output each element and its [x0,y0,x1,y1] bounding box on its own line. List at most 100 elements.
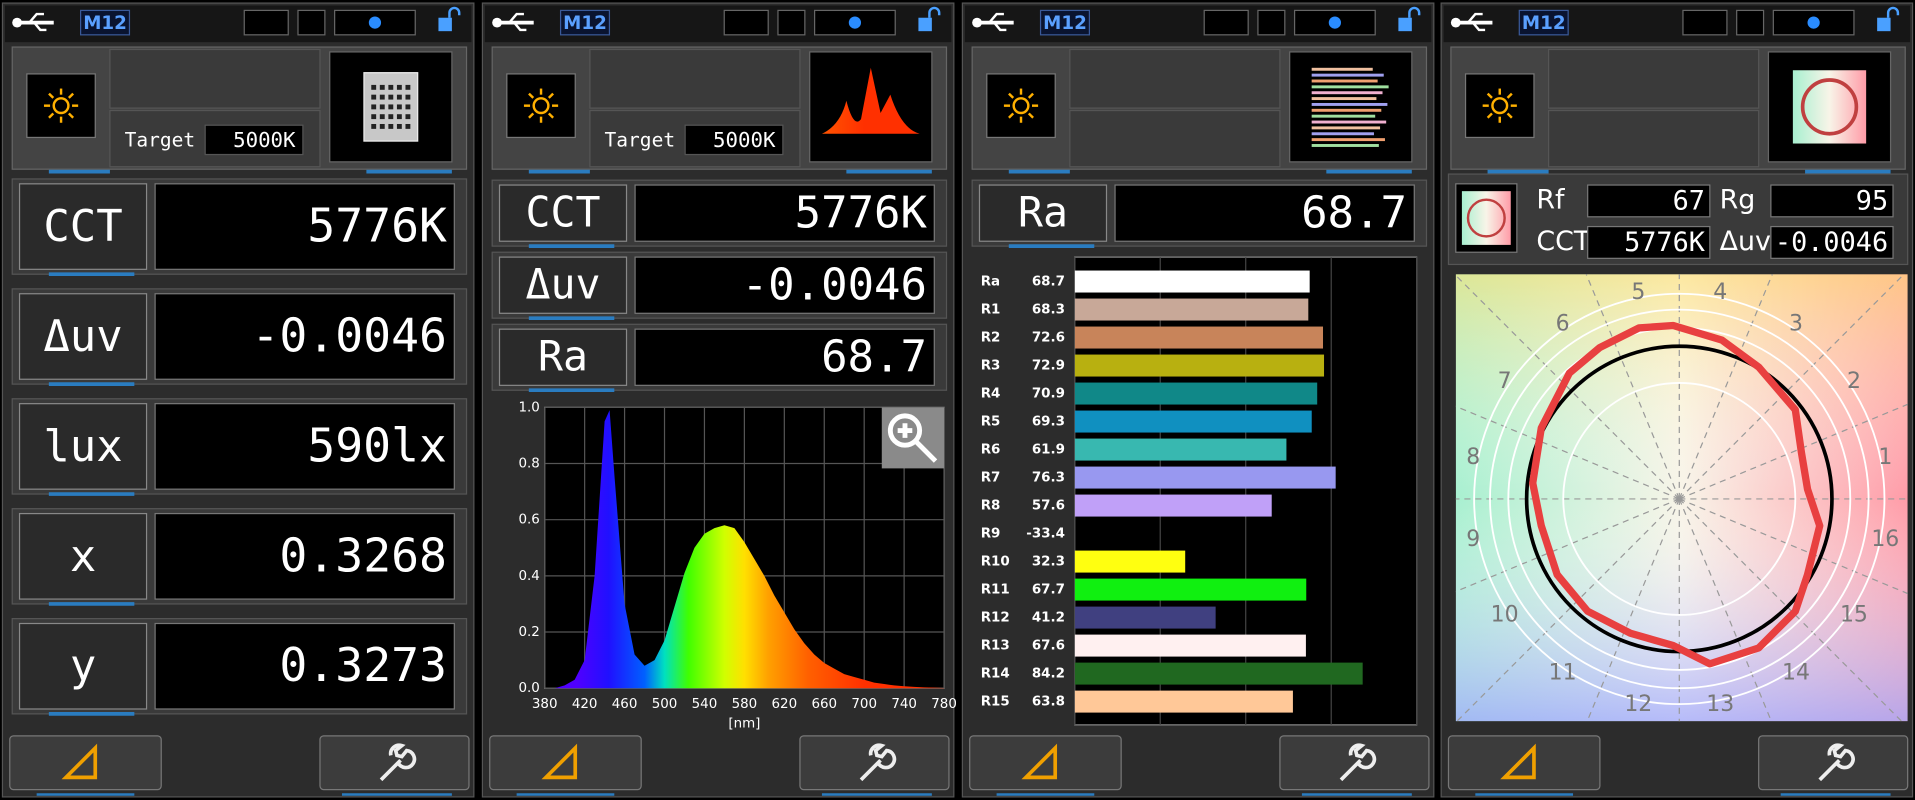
cri-value: 61.9 [1032,443,1065,458]
hue-bin-label: 13 [1706,692,1734,717]
target-value: 5000K [233,128,296,152]
row-label-box [18,183,148,270]
hue-bin-label: 15 [1840,603,1868,628]
row-label: Δuv [526,260,601,309]
bars-icon [1311,85,1389,89]
settings-button [1758,735,1909,791]
hue-bin-label: 2 [1847,369,1861,394]
cri-name: R8 [981,499,1001,514]
target-label: Target [605,129,676,152]
model-label: M12 [1043,13,1087,34]
sun-ray [1008,92,1015,99]
bars-icon [1311,97,1377,101]
bin-divider [1678,274,1905,500]
tile-dot [388,84,394,90]
status-dot [1807,16,1820,29]
tm30-value: -0.0046 [1775,227,1888,258]
cri-bar [1074,438,1287,461]
y-tick-label: 0.8 [518,457,539,472]
row-value-box [634,328,935,386]
status-box [297,9,326,36]
row-value: 5776K [795,188,928,239]
target-box [204,124,304,156]
tm30-label: Δuv [1720,226,1771,257]
row-label-box [18,293,148,380]
tile-dot [396,104,402,110]
sun-ray [1486,112,1493,119]
cri-bar [1074,494,1272,517]
settings-button [799,735,950,791]
cri-name: R9 [981,527,1001,542]
status-box [723,9,769,36]
cri-name: R14 [981,667,1010,682]
lock-icon [1886,6,1900,18]
header-field [1069,48,1281,109]
bin-divider [1585,274,1680,500]
sun-ray [1486,92,1493,99]
sun-ray [1027,92,1034,99]
lock-icon [1398,17,1412,32]
sun-ray [1506,92,1513,99]
y-tick-label: 0.6 [518,513,539,528]
status-box [1736,9,1765,36]
hue-bin-label: 9 [1466,527,1480,552]
tm30-value: 67 [1673,186,1705,217]
row-value: -0.0046 [742,260,927,311]
row-label: x [70,531,96,582]
tm30-box [1587,184,1711,218]
cri-value: 67.6 [1032,639,1065,654]
bars-icon [1311,73,1384,77]
graph-button-icon [1021,743,1058,780]
hue-bin-label: 7 [1498,369,1512,394]
tm30-box [1770,225,1894,259]
usb-icon [12,17,22,28]
row-label: CCT [526,188,601,237]
bars-icon [1311,67,1373,71]
bars-icon [1311,108,1382,112]
bin-divider [1679,498,1908,595]
row-value: -0.0046 [251,308,447,362]
y-tick-label: 1.0 [518,400,539,415]
model-box [1039,9,1091,36]
cri-value: 68.7 [1032,275,1065,290]
bars-icon [1311,114,1376,118]
tile-dot [371,84,377,90]
cri-bar [1074,606,1216,629]
sun-ray [547,92,554,99]
tile-dot [388,114,394,120]
lock-icon [918,17,932,32]
cri-bar [1074,690,1293,713]
row-label: lux [43,421,122,472]
row-label-box [498,184,628,242]
tile-dot [396,123,402,129]
bars-icon [1311,102,1388,106]
mode-icon-box [506,73,576,139]
hue-bin-label: 12 [1624,692,1652,717]
row-value-box [154,622,455,710]
status-dot [1328,16,1341,29]
sun-ray [547,112,554,119]
zoom-icon [897,423,938,463]
bars-icon [1311,138,1385,142]
lock-icon [448,6,461,18]
row-label: Ra [1018,188,1068,237]
cri-bar [1074,410,1312,433]
graph-button-icon [1500,743,1536,780]
hue-bin-label: 3 [1789,311,1803,336]
sun-icon [1491,97,1509,115]
row-value-box [154,512,455,600]
mode-icon-box [1464,73,1535,139]
row-label: Δuv [43,311,122,362]
cri-name: R1 [981,303,1001,318]
graph-button [489,735,642,791]
cri-value: 72.9 [1032,359,1065,374]
hue-bin-label: 5 [1631,280,1645,305]
tile-dot [379,84,385,90]
row-value-box [634,256,935,314]
model-label: M12 [563,13,607,34]
cri-name: Ra [981,275,1000,290]
sun-icon [1012,97,1030,115]
tile-dot [388,94,394,100]
cri-name: R7 [981,471,1001,486]
